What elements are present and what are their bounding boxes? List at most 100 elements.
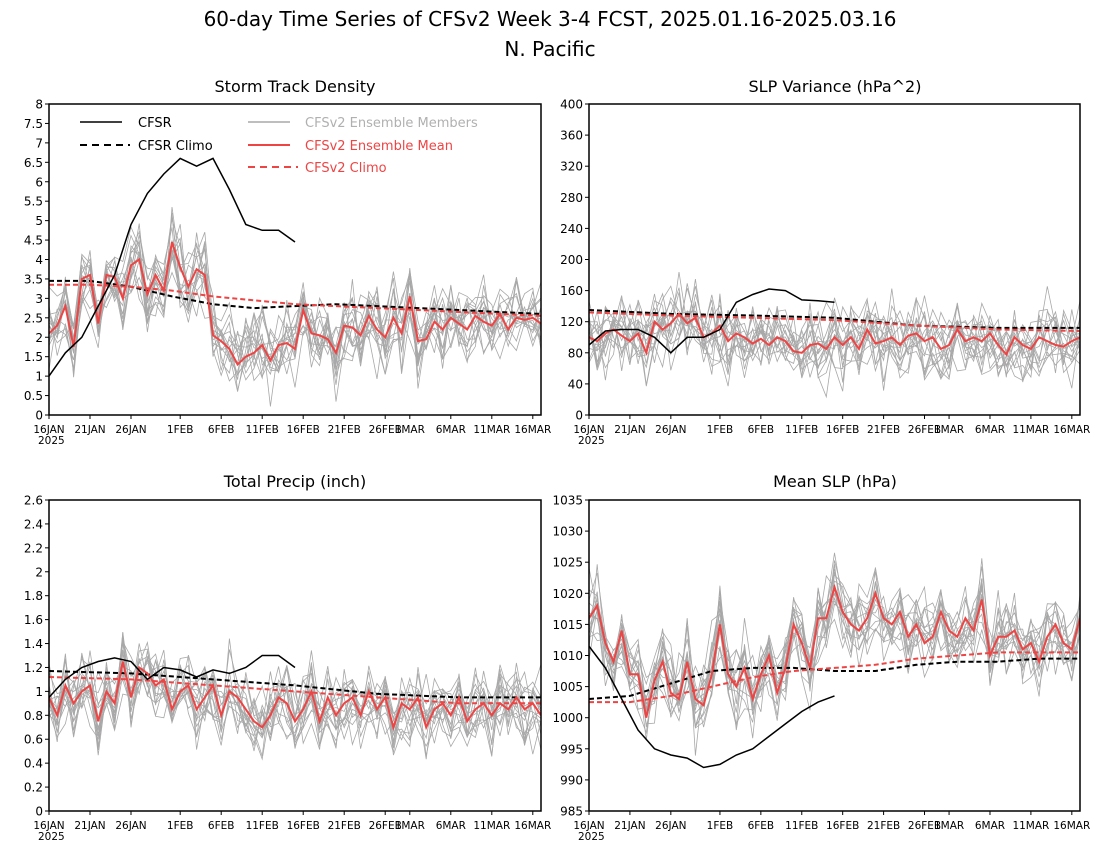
legend-cfsv2-climo-label: CFSv2 Climo bbox=[305, 161, 387, 176]
x-tick-label: 26JAN bbox=[115, 820, 146, 832]
x-tick-label: 1MAR bbox=[395, 820, 425, 832]
y-tick-label: 1.6 bbox=[24, 613, 43, 627]
panel-storm-track-density: Storm Track Density 0 0.5 1 1.5 2 2.5 3 3.5 4 4.5… bbox=[24, 77, 551, 447]
ensemble-member-line bbox=[49, 234, 541, 377]
y-tick-label: 280 bbox=[560, 191, 583, 205]
y-tick-label: 0.2 bbox=[24, 781, 43, 795]
ensemble-member-line bbox=[589, 300, 1080, 392]
ensemble-member-line bbox=[49, 240, 541, 382]
x-tick-label: 16MAR bbox=[1053, 424, 1090, 436]
y-tick-label: 2 bbox=[35, 565, 43, 579]
y-tick-label: 400 bbox=[560, 98, 583, 112]
cfsv2-climo-line bbox=[589, 651, 1080, 704]
x-tick-label: 21JAN bbox=[74, 424, 105, 436]
y-tick-label: 1020 bbox=[552, 587, 583, 601]
x-tick-label: 16MAR bbox=[514, 424, 551, 436]
x-tick-label: 16JAN bbox=[573, 820, 604, 832]
ensemble-member-line bbox=[49, 244, 541, 378]
panel-mean-slp: Mean SLP (hPa) 985 990 995 1000 1005 1010 1015… bbox=[552, 472, 1090, 843]
ensemble-member-line bbox=[589, 552, 1080, 727]
panel-title: Mean SLP (hPa) bbox=[773, 472, 897, 491]
cfsr-line bbox=[589, 645, 835, 769]
y-tick-label: 2.4 bbox=[24, 517, 43, 531]
y-tick-label: 40 bbox=[568, 377, 583, 391]
ensemble-member-line bbox=[49, 632, 541, 761]
x-tick-label: 16FEB bbox=[826, 424, 859, 436]
plot-area bbox=[49, 157, 541, 407]
x-tick-label: 6MAR bbox=[975, 424, 1005, 436]
y-tick-label: 160 bbox=[560, 284, 583, 298]
x-tick-label: 26FEB bbox=[369, 820, 402, 832]
x-tick-label: 21FEB bbox=[867, 424, 900, 436]
cfsv2-ensemble-mean-line bbox=[49, 241, 541, 367]
x-tick-label: 16FEB bbox=[287, 424, 320, 436]
x-tick-label: 11MAR bbox=[473, 424, 510, 436]
x-tick-label: 11MAR bbox=[1012, 424, 1049, 436]
y-tick-label: 0 bbox=[575, 409, 583, 423]
y-tick-label: 1010 bbox=[552, 649, 583, 663]
y-tick-label: 200 bbox=[560, 253, 583, 267]
y-tick-label: 2.5 bbox=[24, 311, 43, 325]
y-tick-label: 1.8 bbox=[24, 589, 43, 603]
ensemble-member-line bbox=[49, 650, 541, 740]
ensemble-member-line bbox=[49, 637, 541, 757]
x-tick-label: 26JAN bbox=[655, 424, 686, 436]
cfsr-line bbox=[49, 654, 296, 698]
x-tick-label: 21FEB bbox=[328, 820, 361, 832]
x-tick-label: 6FEB bbox=[208, 424, 235, 436]
y-tick-label: 0.5 bbox=[24, 389, 43, 403]
x-year-label: 2025 bbox=[578, 831, 605, 843]
x-tick-label: 1FEB bbox=[167, 820, 194, 832]
x-tick-label: 11FEB bbox=[785, 424, 818, 436]
panel-title: Storm Track Density bbox=[215, 77, 376, 96]
x-tick-label: 6FEB bbox=[208, 820, 235, 832]
x-tick-label: 16FEB bbox=[287, 820, 320, 832]
y-tick-label: 6 bbox=[35, 175, 43, 189]
x-tick-label: 26FEB bbox=[908, 820, 941, 832]
y-tick-label: 1030 bbox=[552, 525, 583, 539]
panel-slp-variance: SLP Variance (hPa^2) 0 40 80 120 160 200 240 28… bbox=[560, 77, 1090, 447]
y-tick-label: 1.4 bbox=[24, 637, 43, 651]
x-tick-label: 6MAR bbox=[436, 424, 466, 436]
x-tick-label: 21FEB bbox=[328, 424, 361, 436]
y-tick-label: 120 bbox=[560, 315, 583, 329]
y-tick-label: 1035 bbox=[552, 494, 583, 508]
cfsr-line bbox=[49, 157, 296, 377]
x-tick-label: 26FEB bbox=[908, 424, 941, 436]
y-tick-label: 80 bbox=[568, 346, 583, 360]
x-tick-label: 1FEB bbox=[167, 424, 194, 436]
panel-title: SLP Variance (hPa^2) bbox=[749, 77, 922, 96]
x-tick-label: 11MAR bbox=[1012, 820, 1049, 832]
x-tick-label: 1MAR bbox=[395, 424, 425, 436]
cfsr-climo-line bbox=[589, 309, 1080, 329]
y-tick-label: 3.5 bbox=[24, 272, 43, 286]
y-tick-label: 320 bbox=[560, 160, 583, 174]
y-tick-label: 0.4 bbox=[24, 757, 43, 771]
legend-cfsr-label: CFSR bbox=[138, 116, 172, 131]
cfsv2-ensemble-mean-line bbox=[49, 661, 541, 731]
ensemble-member-line bbox=[589, 564, 1080, 718]
ensemble-member-line bbox=[589, 568, 1080, 713]
x-tick-label: 26FEB bbox=[369, 424, 402, 436]
legend-cfsr-climo-label: CFSR Climo bbox=[138, 139, 213, 154]
y-tick-label: 7 bbox=[35, 136, 43, 150]
x-tick-label: 26JAN bbox=[655, 820, 686, 832]
y-tick-label: 7.5 bbox=[24, 117, 43, 131]
cfsv2-climo-line bbox=[49, 283, 541, 317]
panel-title: Total Precip (inch) bbox=[223, 472, 366, 491]
x-tick-label: 16JAN bbox=[33, 424, 64, 436]
x-year-label: 2025 bbox=[38, 435, 65, 447]
y-tick-label: 8 bbox=[35, 98, 43, 112]
ensemble-member-line bbox=[49, 224, 541, 377]
y-tick-label: 1 bbox=[35, 685, 43, 699]
x-tick-label: 6MAR bbox=[436, 820, 466, 832]
y-tick-label: 985 bbox=[560, 805, 583, 819]
x-tick-label: 1FEB bbox=[707, 424, 734, 436]
ensemble-member-line bbox=[589, 278, 1080, 381]
x-tick-label: 21JAN bbox=[614, 820, 645, 832]
x-tick-label: 1FEB bbox=[707, 820, 734, 832]
legend: CFSR CFSR Climo CFSv2 Ensemble Members C… bbox=[80, 116, 478, 176]
ensemble-member-line bbox=[589, 589, 1080, 729]
y-tick-label: 2 bbox=[35, 331, 43, 345]
